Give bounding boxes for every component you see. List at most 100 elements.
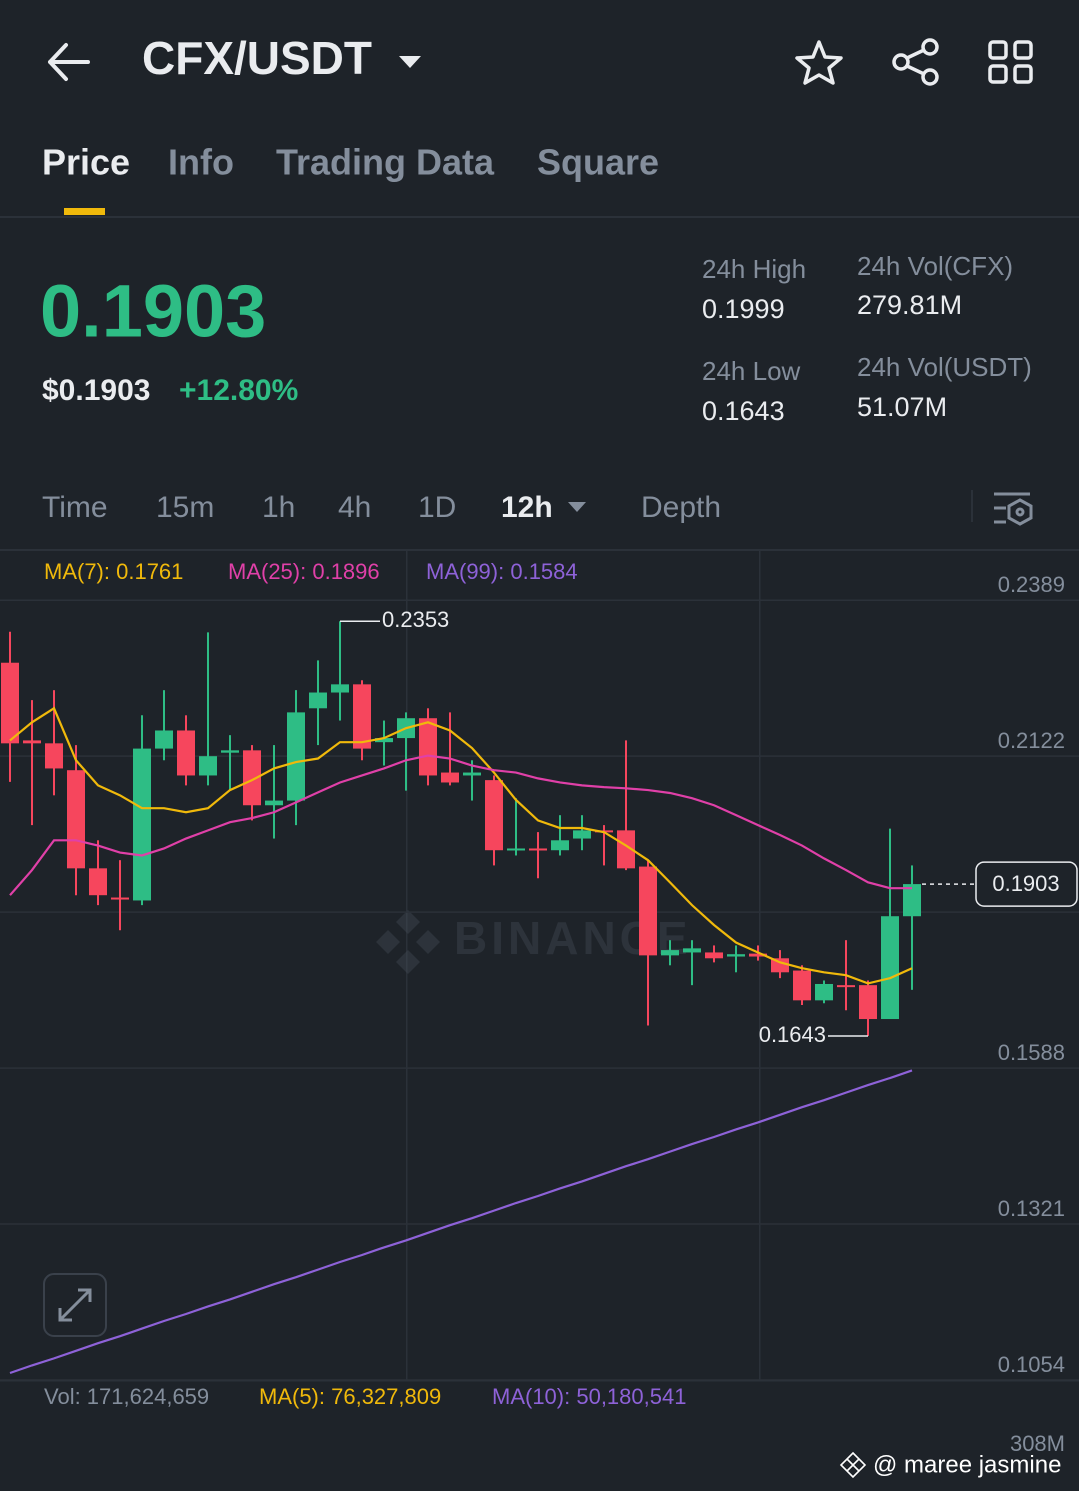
- candle-body: [705, 952, 723, 959]
- stat-value: 0.1999: [702, 294, 785, 324]
- candle-body: [859, 985, 877, 1020]
- candle-body: [881, 916, 899, 1020]
- current-price-label: 0.1903: [992, 871, 1059, 896]
- stat-label: 24h Vol(USDT): [857, 352, 1032, 382]
- volume-axis-label: 308M: [1010, 1431, 1065, 1456]
- candle-body: [375, 738, 393, 743]
- stat-value: 279.81M: [857, 290, 962, 320]
- chart-settings-icon[interactable]: [994, 492, 1033, 526]
- candle-body: [221, 750, 239, 753]
- interval[interactable]: 1D: [418, 491, 456, 524]
- favorite-icon[interactable]: [795, 40, 843, 85]
- candle-body: [529, 848, 547, 851]
- candle-body: [155, 730, 173, 749]
- candle-body: [353, 684, 371, 749]
- stat-value: 0.1643: [702, 396, 785, 426]
- price-change: +12.80%: [179, 374, 298, 407]
- ma-line: [9, 1069, 913, 1375]
- grid-cell: [1013, 40, 1033, 60]
- candle-body: [133, 748, 151, 901]
- last-price: 0.1903: [40, 270, 266, 353]
- candle-body: [287, 712, 305, 801]
- candle-body: [903, 884, 921, 917]
- stat-label: 24h High: [702, 254, 806, 284]
- usd-price: $0.1903: [42, 374, 150, 407]
- candle-body: [639, 866, 657, 956]
- interval[interactable]: Depth: [641, 491, 721, 524]
- vertical-grid: [406, 551, 408, 1381]
- share-link: [906, 48, 925, 76]
- volume-legend: MA(10): 50,180,541: [492, 1384, 686, 1409]
- separator: [971, 490, 973, 522]
- candle-body: [177, 730, 195, 776]
- candle-body: [617, 830, 635, 869]
- stat-label: 24h Low: [702, 356, 801, 386]
- stat-label: 24h Vol(CFX): [857, 251, 1013, 281]
- candle-body: [573, 830, 591, 839]
- back-button[interactable]: [48, 43, 90, 81]
- interval-dropdown[interactable]: [568, 502, 586, 512]
- share-icon[interactable]: [892, 38, 939, 86]
- candle-body: [199, 756, 217, 776]
- interval[interactable]: 15m: [156, 491, 214, 524]
- interval[interactable]: 1h: [262, 491, 295, 524]
- share-node: [921, 68, 939, 86]
- candle-body: [243, 750, 261, 806]
- volume-legend: Vol: 171,624,659: [44, 1384, 209, 1409]
- settings-lines: [994, 492, 1030, 524]
- interval[interactable]: 4h: [338, 491, 371, 524]
- candle-body: [727, 954, 745, 957]
- low-label: 0.1643: [759, 1022, 826, 1047]
- back-arrow: [48, 43, 90, 81]
- candle-body: [309, 692, 327, 709]
- tab[interactable]: Price: [42, 142, 130, 183]
- share-node: [921, 38, 939, 56]
- candle-body: [89, 868, 107, 896]
- pair-dropdown[interactable]: [399, 56, 421, 68]
- candle-body: [265, 800, 283, 806]
- y-tick-label: 0.2389: [998, 572, 1065, 597]
- grid-cell: [988, 40, 1008, 60]
- candle-body: [67, 770, 85, 869]
- candle-body: [749, 953, 767, 957]
- interval[interactable]: Time: [42, 491, 108, 524]
- y-tick-label: 0.2122: [998, 728, 1065, 753]
- legend-entry: MA(99): 0.1584: [426, 559, 578, 584]
- candle-body: [551, 840, 569, 851]
- credit: @ maree jasmine: [839, 1451, 1061, 1479]
- candle-body: [771, 958, 789, 973]
- candle-body: [507, 848, 525, 851]
- tab[interactable]: Trading Data: [276, 142, 495, 183]
- volume-legend: MA(5): 76,327,809: [259, 1384, 441, 1409]
- candle-body: [815, 983, 833, 1001]
- settings-hex: [1007, 498, 1033, 526]
- tab[interactable]: Info: [168, 142, 234, 183]
- grid-cell: [1013, 64, 1033, 84]
- settings-dot: [1015, 507, 1025, 517]
- candle-body: [661, 950, 679, 956]
- candle-body: [683, 948, 701, 953]
- divider: [0, 549, 1079, 551]
- interval-selected[interactable]: 12h: [501, 491, 553, 524]
- pair-title[interactable]: CFX/USDT: [142, 32, 372, 84]
- credit-logo: [839, 1451, 867, 1479]
- candle-body: [419, 718, 437, 776]
- credit-text: @ maree jasmine: [873, 1451, 1061, 1478]
- current-price-box: [975, 861, 1078, 907]
- tab[interactable]: Square: [537, 142, 659, 183]
- expand-button[interactable]: [43, 1273, 107, 1337]
- candle-body: [485, 780, 503, 851]
- y-tick-label: 0.1321: [998, 1196, 1065, 1221]
- ma-line: [9, 706, 913, 985]
- grid-cell: [988, 64, 1008, 84]
- candle-body: [45, 743, 63, 769]
- candle-body: [463, 772, 481, 776]
- y-tick-label: 0.1054: [998, 1352, 1065, 1377]
- watermark-logo: [376, 910, 440, 974]
- ma-line: [9, 754, 912, 896]
- grid-icon[interactable]: [988, 40, 1033, 84]
- y-tick-label: 0.1588: [998, 1040, 1065, 1065]
- stat-value: 51.07M: [857, 392, 947, 422]
- price-chart: 0.23890.21220.18550.15880.13210.10540.23…: [0, 572, 1079, 1381]
